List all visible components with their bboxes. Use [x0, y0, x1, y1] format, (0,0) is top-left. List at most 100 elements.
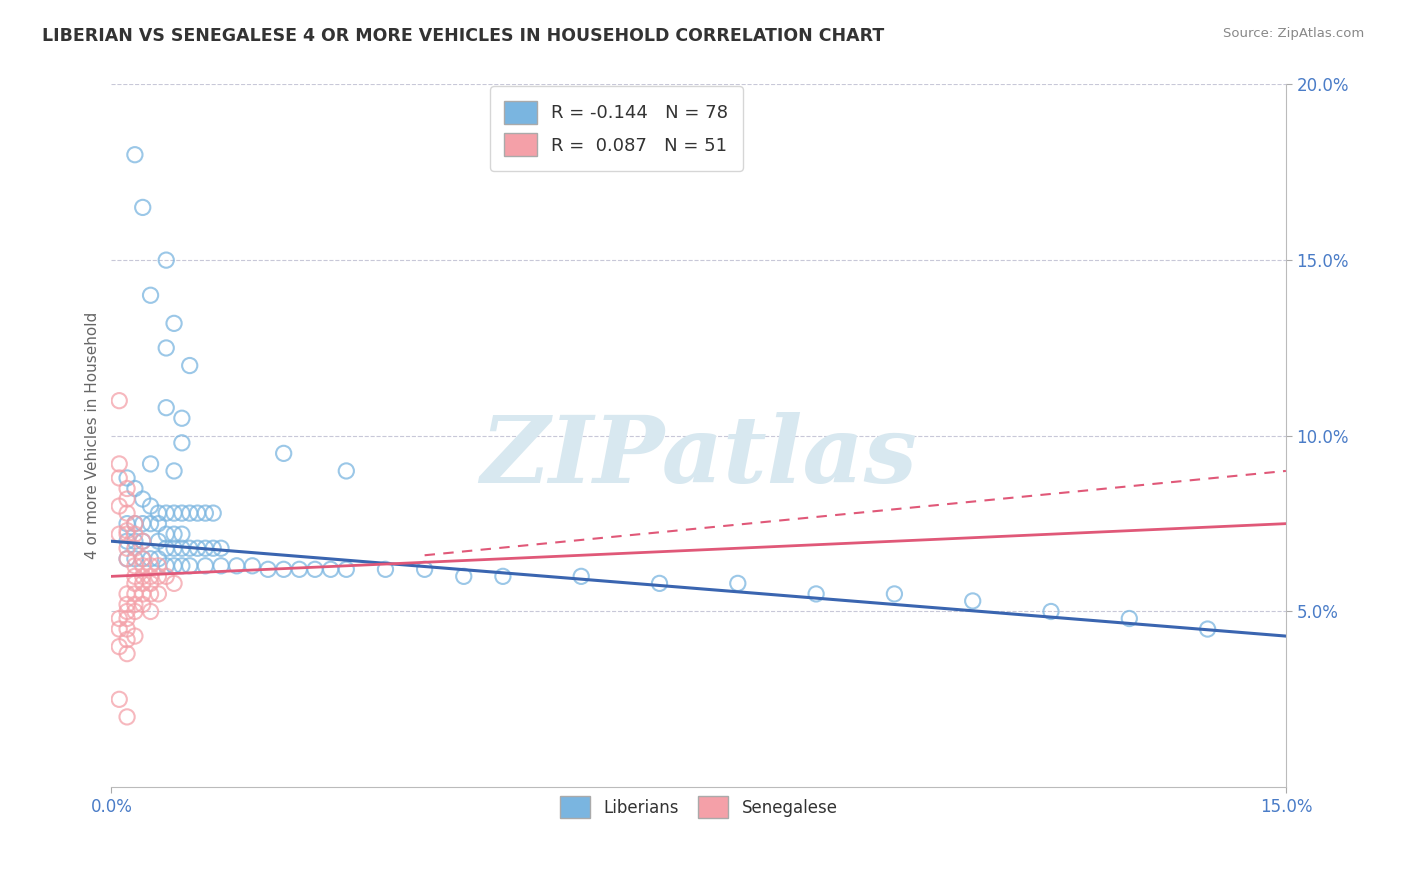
- Point: [319, 562, 342, 576]
- Point: [132, 551, 155, 566]
- Point: [124, 558, 146, 573]
- Point: [257, 562, 280, 576]
- Point: [108, 499, 131, 513]
- Point: [115, 527, 138, 541]
- Point: [374, 562, 396, 576]
- Point: [115, 534, 138, 549]
- Text: Source: ZipAtlas.com: Source: ZipAtlas.com: [1223, 27, 1364, 40]
- Text: LIBERIAN VS SENEGALESE 4 OR MORE VEHICLES IN HOUSEHOLD CORRELATION CHART: LIBERIAN VS SENEGALESE 4 OR MORE VEHICLE…: [42, 27, 884, 45]
- Point: [108, 611, 131, 625]
- Point: [155, 569, 177, 583]
- Point: [139, 516, 162, 531]
- Point: [124, 534, 146, 549]
- Point: [139, 605, 162, 619]
- Point: [170, 411, 193, 425]
- Point: [804, 587, 827, 601]
- Point: [139, 569, 162, 583]
- Point: [492, 569, 515, 583]
- Point: [202, 541, 225, 556]
- Point: [163, 527, 186, 541]
- Point: [335, 464, 357, 478]
- Point: [115, 551, 138, 566]
- Point: [139, 457, 162, 471]
- Point: [1118, 611, 1140, 625]
- Point: [155, 527, 177, 541]
- Point: [962, 594, 984, 608]
- Point: [155, 253, 177, 268]
- Point: [115, 516, 138, 531]
- Point: [124, 605, 146, 619]
- Point: [124, 516, 146, 531]
- Point: [115, 524, 138, 538]
- Point: [132, 587, 155, 601]
- Point: [453, 569, 475, 583]
- Point: [124, 541, 146, 556]
- Point: [115, 482, 138, 496]
- Point: [163, 541, 186, 556]
- Point: [413, 562, 436, 576]
- Point: [163, 464, 186, 478]
- Point: [179, 506, 201, 520]
- Point: [186, 506, 208, 520]
- Point: [139, 558, 162, 573]
- Point: [115, 541, 138, 556]
- Point: [179, 359, 201, 373]
- Point: [115, 506, 138, 520]
- Point: [124, 576, 146, 591]
- Point: [148, 587, 170, 601]
- Point: [273, 446, 295, 460]
- Point: [139, 551, 162, 566]
- Point: [1197, 622, 1219, 636]
- Point: [148, 534, 170, 549]
- Point: [148, 569, 170, 583]
- Point: [148, 506, 170, 520]
- Point: [148, 558, 170, 573]
- Point: [115, 551, 138, 566]
- Y-axis label: 4 or more Vehicles in Household: 4 or more Vehicles in Household: [86, 312, 100, 559]
- Point: [155, 541, 177, 556]
- Point: [163, 558, 186, 573]
- Point: [132, 534, 155, 549]
- Point: [648, 576, 671, 591]
- Point: [170, 558, 193, 573]
- Point: [148, 551, 170, 566]
- Point: [155, 401, 177, 415]
- Point: [179, 558, 201, 573]
- Point: [115, 622, 138, 636]
- Point: [163, 506, 186, 520]
- Point: [132, 598, 155, 612]
- Point: [163, 576, 186, 591]
- Point: [108, 622, 131, 636]
- Point: [209, 558, 232, 573]
- Point: [124, 482, 146, 496]
- Point: [124, 587, 146, 601]
- Point: [132, 201, 155, 215]
- Point: [194, 558, 217, 573]
- Point: [124, 598, 146, 612]
- Point: [108, 471, 131, 485]
- Point: [132, 534, 155, 549]
- Point: [108, 692, 131, 706]
- Point: [124, 551, 146, 566]
- Point: [335, 562, 357, 576]
- Legend: Liberians, Senegalese: Liberians, Senegalese: [553, 789, 845, 824]
- Point: [139, 587, 162, 601]
- Point: [225, 558, 247, 573]
- Point: [170, 527, 193, 541]
- Point: [124, 629, 146, 643]
- Point: [155, 506, 177, 520]
- Point: [124, 527, 146, 541]
- Point: [240, 558, 263, 573]
- Point: [194, 506, 217, 520]
- Point: [155, 558, 177, 573]
- Point: [139, 499, 162, 513]
- Point: [108, 393, 131, 408]
- Point: [132, 516, 155, 531]
- Point: [304, 562, 326, 576]
- Point: [115, 647, 138, 661]
- Point: [115, 632, 138, 647]
- Point: [124, 147, 146, 161]
- Point: [883, 587, 905, 601]
- Point: [273, 562, 295, 576]
- Point: [132, 491, 155, 506]
